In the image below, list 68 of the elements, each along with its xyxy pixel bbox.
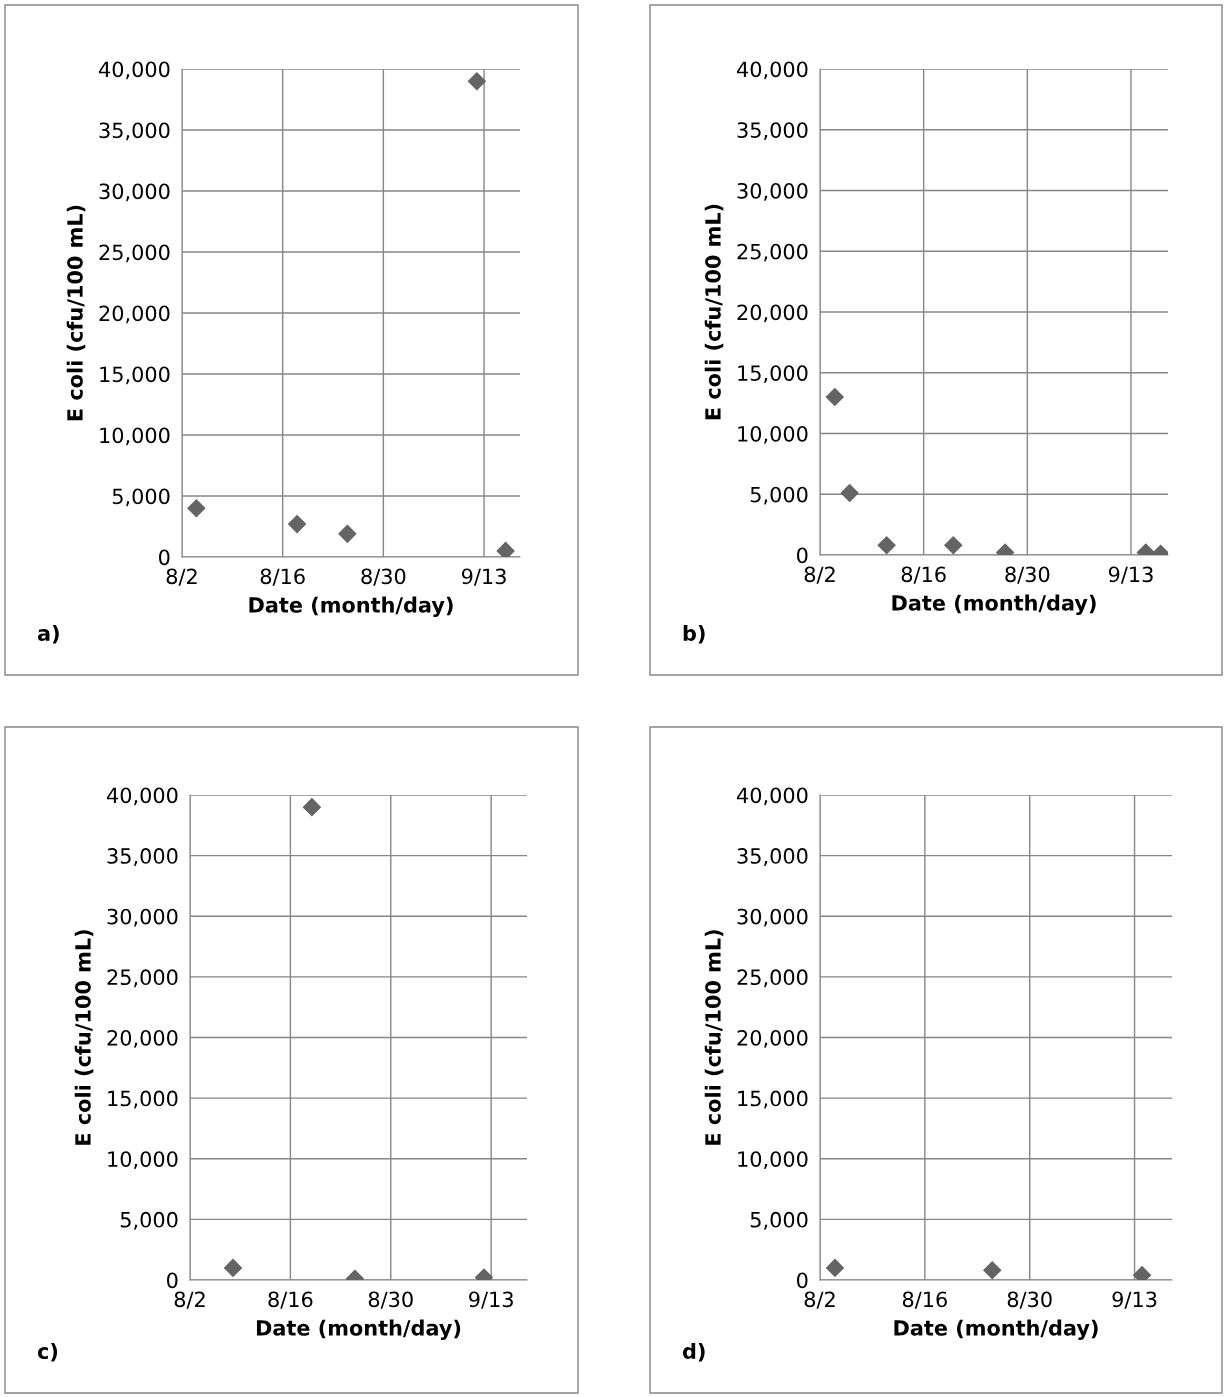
y-tick-label: 30,000 [99,183,170,202]
y-tick-label: 5,000 [120,1211,178,1230]
y-tick-label: 40,000 [737,61,808,80]
y-tick-label: 10,000 [108,1151,178,1170]
x-tick-label: 8/2 [166,568,197,586]
y-tick-label: 20,000 [737,304,808,323]
y-tick-label: 15,000 [100,366,170,385]
x-tick-label: 8/2 [804,566,835,584]
x-tick-label: 9/13 [469,1291,513,1309]
y-tick-label: 25,000 [107,969,178,988]
y-tick-label: 5,000 [750,1211,808,1230]
y-tick-label: 20,000 [99,305,170,324]
y-tick-label: 35,000 [99,122,170,141]
x-axis-title: Date (month/day) [892,594,1096,615]
y-tick-label: 30,000 [107,908,178,927]
y-tick-label: 30,000 [737,908,808,927]
text: a) [37,624,59,644]
x-tick-label: 8/2 [804,1291,835,1309]
x-tick-label: 9/13 [1108,566,1153,584]
y-tick-label: 0 [797,547,808,564]
y-tick-label: 35,000 [107,848,178,866]
point [287,514,307,534]
y-tick-label: 35,000 [737,122,808,141]
x-tick-label: 8/30 [361,568,406,586]
text: d) [682,1342,705,1362]
y-tick-label: 15,000 [738,1090,808,1109]
y-tick-label: 20,000 [737,1029,808,1048]
point [467,71,487,91]
text: c) [37,1342,58,1362]
x-tick-label: 8/16 [268,1291,313,1309]
x-tick-label: 8/30 [1007,1291,1052,1309]
y-tick-label: 35,000 [737,848,808,866]
x-tick-label: 8/30 [1005,566,1050,584]
y-tick-label: 40,000 [99,61,170,80]
y-axis-title: E coli (cfu/100 mL) [66,205,86,421]
y-axis-title: E coli (cfu/100 mL) [704,204,724,420]
y-tick-label: 5,000 [750,486,808,505]
y-axis-title: E coli (cfu/100 mL) [74,930,94,1145]
x-tick-label: 8/16 [901,566,946,584]
y-tick-label: 0 [159,549,170,566]
y-tick-label: 25,000 [737,969,808,988]
x-axis-title: Date (month/day) [256,1319,461,1340]
y-tick-label: 10,000 [100,427,170,446]
y-tick-label: 20,000 [107,1029,178,1048]
x-tick-label: 9/13 [1112,1291,1157,1309]
x-axis-title: Date (month/day) [894,1319,1098,1340]
x-axis-title: Date (month/day) [249,596,453,617]
y-tick-label: 0 [167,1272,178,1289]
x-tick-label: 8/16 [260,568,305,586]
y-tick-label: 40,000 [107,787,178,806]
y-axis-title: E coli (cfu/100 mL) [704,930,724,1145]
x-tick-label: 9/13 [461,568,506,586]
y-tick-label: 30,000 [737,182,808,201]
text: b) [683,624,705,644]
y-tick-label: 25,000 [99,244,170,263]
y-tick-label: 10,000 [738,425,808,444]
y-tick-label: 0 [797,1272,808,1289]
y-tick-label: 10,000 [738,1151,808,1170]
x-tick-label: 8/2 [174,1291,205,1309]
point [338,524,357,544]
y-tick-label: 15,000 [738,365,808,384]
x-tick-label: 8/30 [368,1291,413,1309]
y-tick-label: 15,000 [108,1090,178,1109]
y-tick-label: 25,000 [737,243,808,262]
y-tick-label: 5,000 [112,488,170,507]
x-tick-label: 8/16 [902,1291,947,1309]
point [187,498,206,518]
y-tick-label: 40,000 [737,787,808,806]
